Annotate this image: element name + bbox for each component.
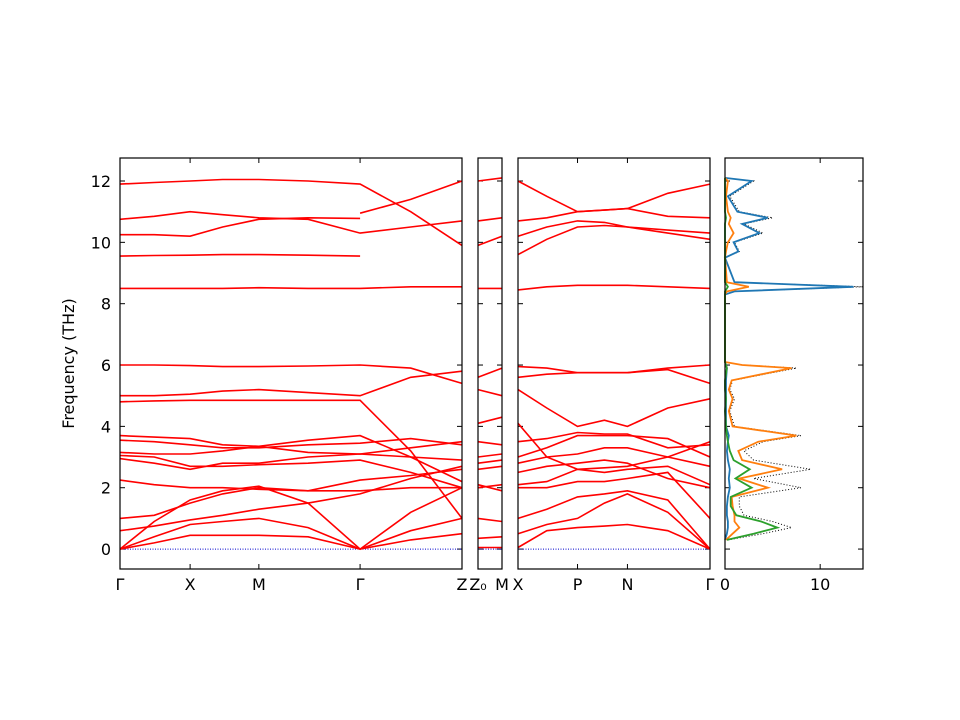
plot-frame [517, 157, 711, 570]
band-line [119, 253, 361, 257]
y-tick-label: 8 [101, 295, 111, 314]
x-tick-label: M [495, 575, 509, 594]
band-line [517, 434, 711, 458]
band-line [477, 536, 503, 540]
band-line [517, 364, 711, 374]
plot-frame [119, 157, 463, 570]
dos-line [724, 177, 864, 541]
plot-frame [724, 157, 864, 570]
band-line [517, 388, 711, 428]
band-line [119, 437, 463, 449]
band-line [477, 388, 503, 397]
band-line [119, 465, 463, 532]
band-line [477, 459, 503, 464]
band-line [477, 235, 503, 247]
band-line [517, 459, 711, 489]
plot-frame [477, 157, 503, 570]
band-line [119, 532, 463, 550]
band-line [517, 523, 711, 550]
x-tick-label: Γ [706, 575, 715, 594]
band-line [477, 465, 503, 471]
band-line [477, 483, 503, 489]
band-line [120, 216, 361, 238]
band-line [119, 479, 462, 492]
band-line [477, 416, 503, 425]
band-line [477, 517, 503, 523]
x-tick-label: X [513, 575, 524, 594]
band-line [477, 453, 503, 458]
x-tick-label: N [621, 575, 633, 594]
band-line [477, 367, 503, 379]
dos-line [724, 177, 797, 541]
band-line [518, 471, 711, 519]
x-tick-label: Z₀ [469, 575, 486, 594]
band-line [517, 220, 711, 241]
x-tick-label: Γ [116, 575, 125, 594]
band-line [120, 286, 462, 290]
band-line [119, 517, 463, 550]
y-axis-label: Frequency (THz) [59, 298, 78, 428]
band-line [477, 177, 503, 182]
band-line [119, 454, 463, 489]
band-line [477, 440, 503, 446]
y-tick-label: 2 [101, 479, 111, 498]
y-tick-label: 4 [101, 417, 111, 436]
band-line [517, 489, 711, 550]
band-line [119, 178, 463, 247]
band-line [120, 370, 463, 397]
band-line [517, 431, 711, 449]
band-line [120, 364, 463, 385]
x-tick-label: P [573, 575, 583, 594]
y-tick-label: 12 [91, 172, 111, 191]
x-tick-label: X [185, 575, 196, 594]
y-tick-label: 10 [91, 233, 111, 252]
band-line [119, 399, 463, 519]
band-line [119, 434, 463, 483]
band-line [119, 453, 463, 471]
band-line [359, 180, 463, 214]
band-line [517, 368, 711, 385]
band-line [517, 465, 711, 486]
band-line [119, 468, 463, 520]
band-line [119, 210, 463, 234]
band-line [517, 493, 711, 550]
x-tick-label: M [252, 575, 266, 594]
band-line [517, 180, 711, 213]
dos-line [723, 177, 854, 541]
band-line [477, 217, 503, 222]
band-line [517, 284, 711, 291]
y-tick-label: 0 [101, 540, 111, 559]
band-line [517, 422, 711, 471]
band-line [477, 483, 503, 492]
x-tick-label: Γ [356, 575, 365, 594]
x-tick-label: 10 [810, 575, 830, 594]
x-tick-label: 0 [720, 575, 730, 594]
band-line [119, 485, 463, 551]
y-tick-label: 6 [101, 356, 111, 375]
band-line [517, 207, 711, 222]
band-line [517, 224, 711, 256]
x-tick-label: Z [457, 575, 468, 594]
